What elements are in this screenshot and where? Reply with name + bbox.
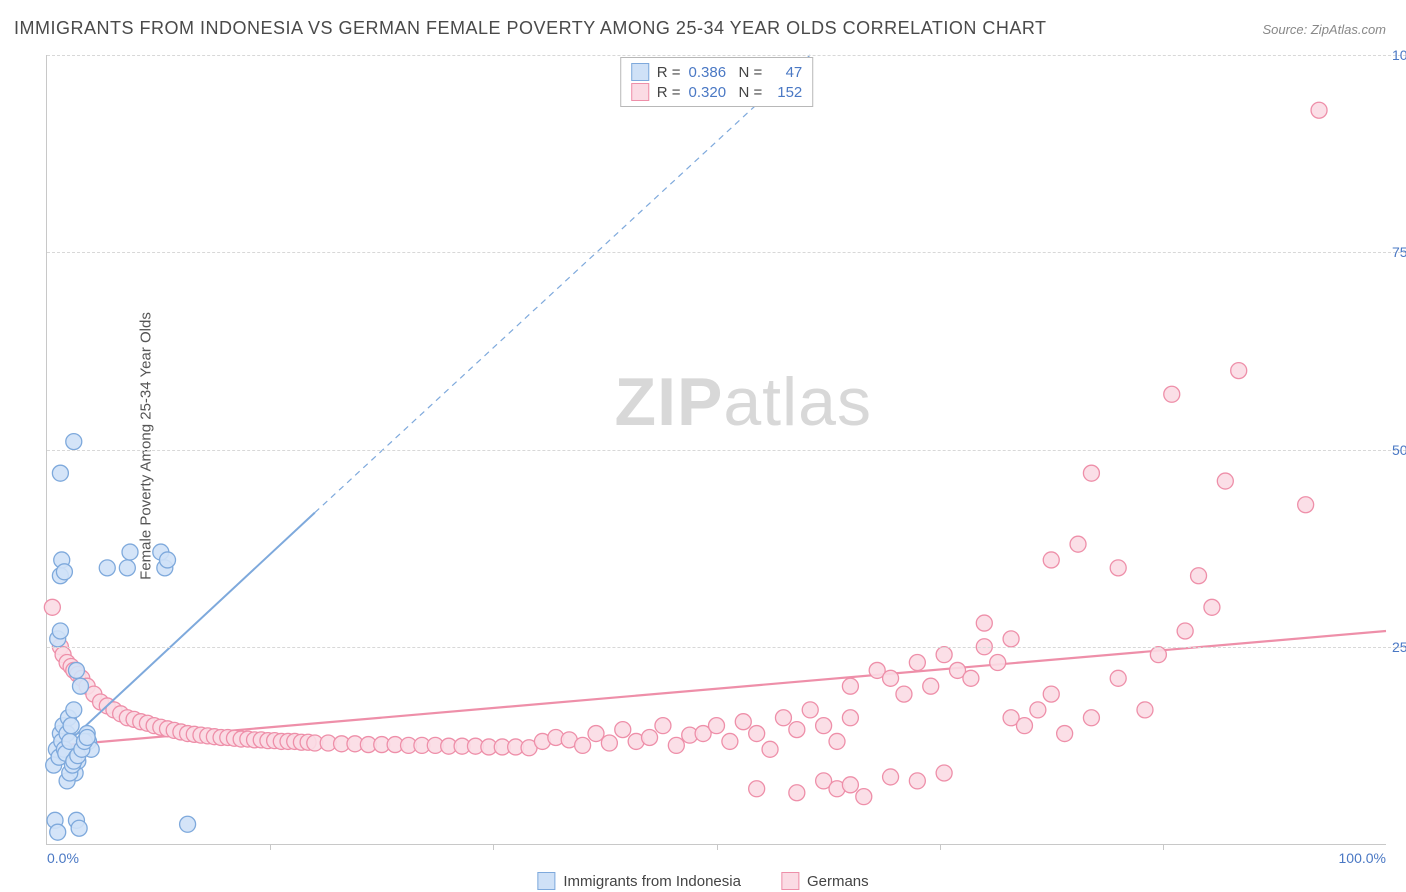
- bottom-legend-swatch-2: [781, 872, 799, 890]
- legend-swatch-2: [631, 83, 649, 101]
- y-tick-label: 100.0%: [1392, 47, 1406, 63]
- gridline-h: [47, 647, 1406, 648]
- legend-stats-row-1: R = 0.386 N = 47: [631, 62, 803, 82]
- legend-swatch-1: [631, 63, 649, 81]
- stat-n-label-1: N =: [739, 64, 763, 81]
- bottom-legend-item-1: Immigrants from Indonesia: [537, 872, 741, 890]
- x-tick: [717, 844, 718, 850]
- x-tick: [1163, 844, 1164, 850]
- gridline-h: [47, 252, 1406, 253]
- gridline-h: [47, 450, 1406, 451]
- x-tick-label-right: 100.0%: [1339, 850, 1386, 866]
- bottom-legend-label-2: Germans: [807, 873, 869, 890]
- bottom-legend: Immigrants from Indonesia Germans: [537, 872, 868, 890]
- stat-r-label-1: R =: [657, 64, 681, 81]
- stat-n-val-1: 47: [770, 64, 802, 81]
- x-tick: [940, 844, 941, 850]
- source-attribution: Source: ZipAtlas.com: [1262, 22, 1386, 37]
- chart-area: ZIPatlas R = 0.386 N = 47 R = 0.320 N = …: [46, 55, 1386, 845]
- bottom-legend-item-2: Germans: [781, 872, 869, 890]
- y-tick-label: 50.0%: [1392, 442, 1406, 458]
- stat-n-label-2: N =: [739, 84, 763, 101]
- stat-r-val-2: 0.320: [689, 84, 731, 101]
- legend-stats-row-2: R = 0.320 N = 152: [631, 82, 803, 102]
- x-tick-label-left: 0.0%: [47, 850, 79, 866]
- legend-stats-box: R = 0.386 N = 47 R = 0.320 N = 152: [620, 57, 814, 107]
- x-tick: [270, 844, 271, 850]
- bottom-legend-swatch-1: [537, 872, 555, 890]
- y-tick-label: 25.0%: [1392, 639, 1406, 655]
- stat-r-val-1: 0.386: [689, 64, 731, 81]
- stat-r-label-2: R =: [657, 84, 681, 101]
- chart-title: IMMIGRANTS FROM INDONESIA VS GERMAN FEMA…: [14, 18, 1047, 39]
- y-tick-label: 75.0%: [1392, 244, 1406, 260]
- stat-n-val-2: 152: [770, 84, 802, 101]
- x-tick: [493, 844, 494, 850]
- bottom-legend-label-1: Immigrants from Indonesia: [563, 873, 741, 890]
- gridline-h: [47, 55, 1406, 56]
